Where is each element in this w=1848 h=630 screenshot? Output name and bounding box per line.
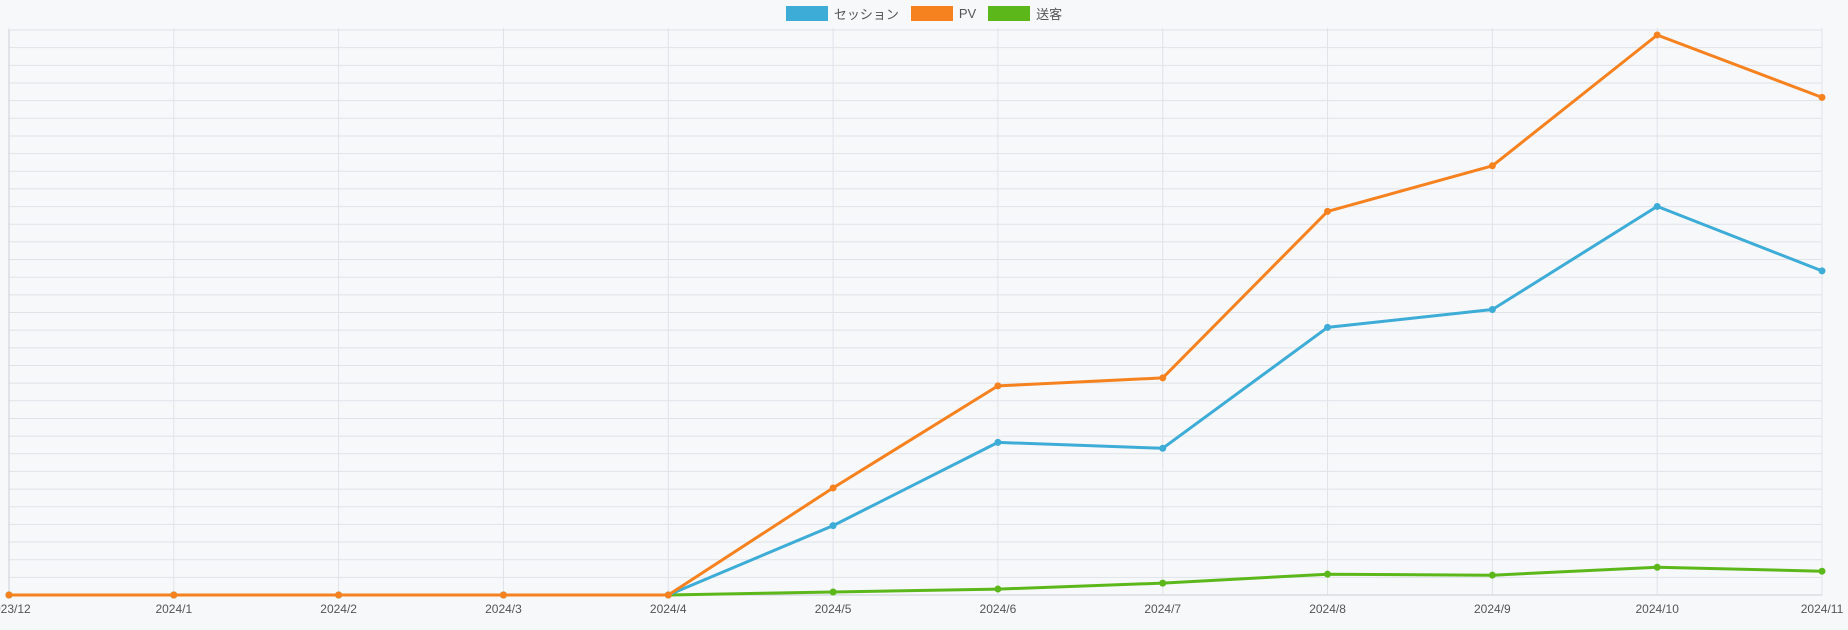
data-point-1 [5, 591, 13, 599]
x-tick-label: 2023/12 [0, 602, 31, 616]
x-tick-label: 2024/1 [155, 602, 192, 616]
data-point-1 [499, 591, 507, 599]
x-tick-label: 2024/11 [1801, 602, 1844, 616]
x-tick-label: 2024/4 [650, 602, 687, 616]
data-point-0 [1324, 323, 1332, 331]
data-point-1 [1818, 93, 1826, 101]
legend-label-sessions: セッション [833, 7, 899, 22]
legend-item-sessions[interactable]: セッション [785, 4, 899, 23]
data-point-1 [829, 484, 837, 492]
data-point-2 [1653, 563, 1661, 571]
legend-label-referrals: 送客 [1036, 7, 1063, 22]
legend-item-pv[interactable]: PV [910, 6, 977, 21]
legend-swatch-sessions [785, 6, 828, 21]
data-point-2 [1324, 570, 1332, 578]
data-point-0 [1488, 306, 1496, 314]
data-point-0 [1653, 202, 1661, 210]
data-point-1 [170, 591, 178, 599]
data-point-2 [1818, 567, 1826, 575]
data-point-1 [1324, 207, 1332, 215]
data-point-0 [1818, 267, 1826, 275]
legend: セッション PV 送客 [0, 4, 1848, 23]
x-tick-label: 2024/8 [1309, 602, 1346, 616]
x-tick-label: 2024/6 [980, 602, 1017, 616]
legend-label-pv: PV [958, 6, 977, 21]
legend-swatch-pv [910, 6, 953, 21]
x-tick-label: 2024/7 [1144, 602, 1181, 616]
x-tick-label: 2024/5 [815, 602, 852, 616]
x-tick-label: 2024/3 [485, 602, 522, 616]
x-tick-label: 2024/2 [320, 602, 357, 616]
data-point-1 [994, 382, 1002, 390]
data-point-0 [1159, 444, 1167, 452]
data-point-2 [1159, 579, 1167, 587]
data-point-0 [994, 438, 1002, 446]
data-point-1 [335, 591, 343, 599]
data-point-1 [1159, 374, 1167, 382]
data-point-1 [1653, 31, 1661, 39]
x-tick-label: 2024/10 [1635, 602, 1679, 616]
x-tick-label: 2024/9 [1474, 602, 1511, 616]
data-point-2 [829, 588, 837, 596]
legend-swatch-referrals [988, 6, 1031, 21]
data-point-1 [664, 591, 672, 599]
series-line-1 [7, 33, 1824, 597]
data-point-1 [1488, 162, 1496, 170]
series-line-2 [7, 565, 1824, 597]
data-point-2 [1488, 571, 1496, 579]
legend-item-referrals[interactable]: 送客 [988, 4, 1062, 23]
data-point-0 [829, 522, 837, 530]
data-point-2 [994, 585, 1002, 593]
